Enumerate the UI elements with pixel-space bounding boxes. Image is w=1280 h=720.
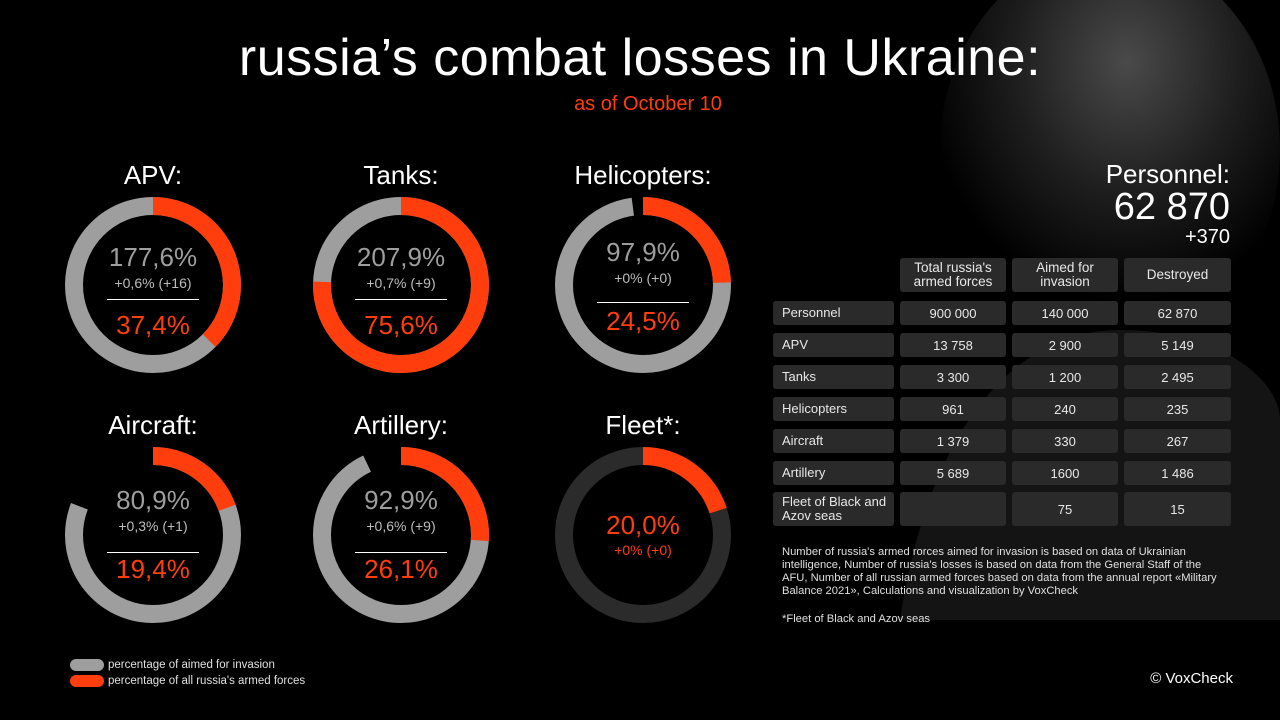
ring-apv: APV: 177,6% +0,6% (+16) 37,4% — [48, 160, 258, 410]
destroyed-value: 2 495 — [1124, 365, 1231, 389]
ring-helicopters: Helicopters: 97,9% +0% (+0) 24,5% — [538, 160, 748, 410]
row-name: Aircraft — [773, 429, 894, 453]
page-title: russia’s combat losses in Ukraine: — [238, 29, 1042, 87]
row-name: APV — [773, 333, 894, 357]
all-forces-arc — [65, 447, 241, 623]
daily-change: +0,3% (+1) — [118, 518, 188, 534]
footnote: *Fleet of Black and Azov seas — [782, 613, 931, 625]
total-value: 900 000 — [900, 301, 1006, 325]
column-header: Aimed for invasion — [1012, 258, 1118, 292]
ring-label: Tanks: — [363, 160, 439, 190]
legend-label: percentage of all russia's armed forces — [108, 675, 306, 687]
daily-change: +0,7% (+9) — [366, 275, 436, 291]
total-value: 961 — [900, 397, 1006, 421]
copyright: © VoxCheck — [1150, 670, 1233, 687]
source-note: Number of russia's armed rorces aimed fo… — [782, 546, 1217, 597]
all-forces-percentage: 19,4% — [116, 554, 190, 584]
row-name: Tanks — [773, 365, 894, 389]
ring-label: Helicopters: — [574, 160, 712, 190]
daily-change: +0% (+0) — [614, 542, 672, 558]
aimed-value: 75 — [1012, 492, 1118, 526]
legend-label: percentage of aimed for invasion — [108, 659, 275, 671]
donut-chart — [313, 447, 489, 623]
divider — [355, 299, 447, 300]
total-value: 1 379 — [900, 429, 1006, 453]
legend: percentage of aimed for invasion percent… — [70, 657, 305, 689]
total-value: 3 300 — [900, 365, 1006, 389]
aimed-value: 1 200 — [1012, 365, 1118, 389]
aimed-value: 240 — [1012, 397, 1118, 421]
divider — [107, 552, 199, 553]
all-forces-arc — [555, 197, 731, 373]
ring-artillery: Artillery: 92,9% +0,6% (+9) 26,1% — [296, 410, 506, 660]
row-name: Personnel — [773, 301, 894, 325]
all-forces-arc — [555, 447, 731, 623]
donut-chart — [555, 447, 731, 623]
donut-chart — [65, 197, 241, 373]
ring-label: Artillery: — [354, 410, 448, 440]
ring-label: APV: — [123, 160, 183, 190]
ring-fleet: Fleet*: 20,0% +0% (+0) — [538, 410, 748, 660]
all-forces-percentage: 24,5% — [606, 306, 680, 336]
aimed-value: 2 900 — [1012, 333, 1118, 357]
ring-label: Fleet*: — [605, 410, 681, 440]
row-name: Helicopters — [773, 397, 894, 421]
donut-chart — [555, 197, 731, 373]
page-subtitle: as of October 10 — [574, 93, 722, 115]
destroyed-value: 15 — [1124, 492, 1231, 526]
divider — [355, 552, 447, 553]
donut-chart — [65, 447, 241, 623]
personnel-label: Personnel: — [1105, 159, 1230, 189]
ring-aircraft: Aircraft: 80,9% +0,3% (+1) 19,4% — [48, 410, 258, 660]
personnel-value: 62 870 — [1113, 186, 1230, 228]
ring-label: Aircraft: — [108, 410, 198, 440]
total-value — [900, 492, 1006, 526]
aimed-percentage: 177,6% — [108, 242, 198, 272]
total-value: 13 758 — [900, 333, 1006, 357]
all-forces-arc — [313, 197, 489, 373]
donut-chart — [313, 197, 489, 373]
divider — [597, 302, 689, 303]
all-forces-arc — [313, 447, 489, 623]
destroyed-value: 267 — [1124, 429, 1231, 453]
aimed-percentage: 207,9% — [356, 242, 446, 272]
aimed-percentage: 92,9% — [364, 485, 438, 515]
aimed-value: 330 — [1012, 429, 1118, 453]
daily-change: +0,6% (+16) — [114, 275, 192, 291]
row-name: Artillery — [773, 461, 894, 485]
legend-item-all: percentage of all russia's armed forces — [70, 673, 305, 689]
aimed-value: 1600 — [1012, 461, 1118, 485]
destroyed-value: 1 486 — [1124, 461, 1231, 485]
legend-item-aimed: percentage of aimed for invasion — [70, 657, 305, 673]
personnel-summary: Personnel: 62 870 +370 — [1106, 160, 1230, 248]
total-value: 5 689 — [900, 461, 1006, 485]
all-forces-arc — [65, 197, 241, 373]
column-header: Destroyed — [1124, 258, 1231, 292]
destroyed-value: 62 870 — [1124, 301, 1231, 325]
legend-swatch-grey — [70, 659, 104, 671]
daily-change: +0,6% (+9) — [366, 518, 436, 534]
all-forces-percentage: 20,0% — [606, 510, 680, 540]
column-header: Total russia's armed forces — [900, 258, 1006, 292]
all-forces-percentage: 37,4% — [116, 310, 190, 340]
all-forces-percentage: 26,1% — [364, 554, 438, 584]
daily-change: +0% (+0) — [614, 270, 672, 286]
divider — [107, 299, 199, 300]
destroyed-value: 5 149 — [1124, 333, 1231, 357]
row-name: Fleet of Black and Azov seas — [773, 492, 894, 526]
ring-tanks: Tanks: 207,9% +0,7% (+9) 75,6% — [296, 160, 506, 410]
aimed-percentage: 97,9% — [606, 237, 680, 267]
aimed-value: 140 000 — [1012, 301, 1118, 325]
personnel-delta: +370 — [1184, 226, 1230, 248]
legend-swatch-red — [70, 675, 104, 687]
destroyed-value: 235 — [1124, 397, 1231, 421]
aimed-percentage: 80,9% — [116, 485, 190, 515]
all-forces-percentage: 75,6% — [364, 310, 438, 340]
